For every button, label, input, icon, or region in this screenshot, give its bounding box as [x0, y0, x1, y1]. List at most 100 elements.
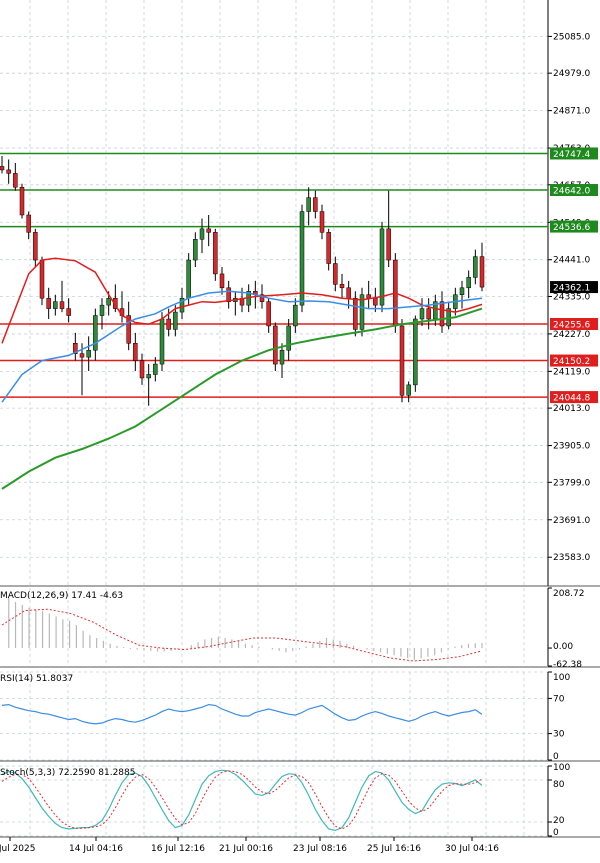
candle-body: [93, 315, 98, 351]
y-tick-label: 23905.0: [553, 442, 590, 452]
candle-body: [379, 228, 385, 306]
time-axis: 11 Jul 2025 14 Jul 04:16 16 Jul 12:16 21 Ju…: [0, 837, 499, 854]
y-tick-label: 0: [553, 828, 559, 838]
rsi-grid: [0, 671, 600, 762]
candle-body: [406, 384, 411, 396]
macd-title: MACD(12,26,9) 17.41 -4.63: [0, 591, 123, 601]
candle-body: [73, 343, 78, 354]
candle-body: [99, 304, 105, 316]
candle-body: [139, 360, 145, 379]
candle-body: [319, 211, 325, 233]
y-tick-label: 80: [553, 780, 565, 790]
candle-body: [386, 228, 391, 261]
candle-body: [199, 228, 205, 240]
candle-body: [79, 353, 85, 358]
candle-body: [279, 349, 285, 365]
stoch-d-path: [1, 770, 483, 830]
level-tag: [550, 354, 598, 367]
stochastic-axis: 100 80 20 0: [548, 763, 570, 838]
candle-body: [113, 297, 118, 309]
candle-body: [26, 214, 31, 233]
candle-body: [413, 318, 418, 386]
candle-body: [66, 308, 71, 316]
candle-body: [399, 325, 405, 396]
current-price-label: 24362.1: [553, 284, 590, 294]
candle-body: [266, 301, 271, 327]
candle-body: [326, 232, 331, 264]
stoch-k-path: [1, 769, 483, 832]
rsi-panel: 100 70 30 0 RSI(14) 51.8037: [0, 671, 600, 762]
stochastic-title: Stoch(5,3,3) 72.2590 81.2885: [0, 768, 135, 778]
stochastic-panel: 100 80 20 0 Stoch(5,3,3) 72.2590 81.2885: [0, 763, 600, 838]
level-tag-label: 24536.6: [553, 223, 590, 233]
level-tag: [550, 184, 598, 197]
level-tag: [550, 147, 598, 160]
macd-panel: 208.72 0.00 -62.38 MACD(12,26,9) 17.41 -4.…: [0, 587, 600, 670]
x-tick-label: 21 Jul 00:16: [219, 844, 273, 854]
y-tick-label: 0.00: [553, 642, 573, 652]
level-tag-label: 24044.8: [553, 394, 590, 404]
candle-body: [213, 232, 218, 275]
y-tick-label: 23583.0: [553, 553, 590, 563]
y-tick-label: 24871.0: [553, 107, 590, 117]
candle-body: [59, 301, 65, 309]
candle-body: [166, 318, 171, 330]
stochastic-lines: [1, 769, 483, 832]
current-price-tag: [550, 281, 598, 294]
candle-body: [313, 197, 318, 212]
y-tick-label: 0: [553, 752, 559, 762]
y-tick-label: 24441.0: [553, 256, 590, 266]
candle-body: [39, 259, 45, 299]
candle-body: [479, 256, 485, 288]
macd-axis: 208.72 0.00 -62.38: [548, 587, 585, 670]
y-tick-label: 24979.0: [553, 69, 590, 79]
y-tick-label: -62.38: [553, 660, 582, 670]
candle-body: [186, 259, 191, 299]
x-tick-label: 25 Jul 16:16: [367, 844, 421, 854]
price-panel: 25085.024979.024871.024763.024657.024549…: [0, 0, 600, 587]
candle-body: [106, 297, 111, 306]
candle-body: [153, 363, 158, 375]
macd-signal-line: [1, 608, 483, 662]
level-tag: [550, 220, 598, 233]
rsi-title: RSI(14) 51.8037: [0, 674, 73, 684]
y-tick-label: 100: [553, 673, 570, 683]
rsi-axis: 100 70 30 0: [548, 671, 570, 762]
candle-body: [173, 311, 178, 330]
candle-body: [219, 273, 225, 289]
price-grid: [0, 0, 600, 587]
candle-body: [366, 294, 371, 299]
horizontal-levels: [0, 152, 548, 398]
candle-body: [19, 186, 25, 216]
candle-body: [286, 325, 291, 351]
level-tag-label: 24747.4: [553, 150, 590, 160]
y-tick-label: 70: [553, 694, 565, 704]
y-tick-label: 24227.0: [553, 330, 590, 340]
candle-body: [473, 256, 478, 278]
y-tick-label: 25085.0: [553, 32, 590, 42]
stochastic-grid: [0, 765, 600, 838]
x-tick-label: 30 Jul 04:16: [445, 844, 499, 854]
y-tick-label: 24335.0: [553, 292, 590, 302]
candle-body: [0, 166, 5, 171]
level-tag-label: 24255.6: [553, 320, 590, 330]
candle-body: [419, 308, 425, 320]
x-tick-label: 11 Jul 2025: [0, 844, 35, 854]
candle-body: [339, 284, 345, 289]
level-tag: [550, 317, 598, 330]
level-tag-label: 24642.0: [553, 187, 590, 197]
x-tick-label: 14 Jul 04:16: [69, 844, 123, 854]
candle-body: [426, 308, 431, 320]
candle-body: [346, 287, 351, 299]
candle-body: [146, 374, 151, 379]
y-tick-label: 30: [553, 730, 565, 740]
y-tick-label: 23799.0: [553, 478, 590, 488]
sma-fast-line: [1, 290, 483, 403]
candle-body: [33, 232, 38, 261]
y-tick-label: 24119.0: [553, 367, 590, 377]
candle-body: [273, 325, 278, 365]
level-tag-label: 24150.2: [553, 357, 590, 367]
y-tick-label: 100: [553, 763, 570, 773]
level-tag: [550, 391, 598, 404]
